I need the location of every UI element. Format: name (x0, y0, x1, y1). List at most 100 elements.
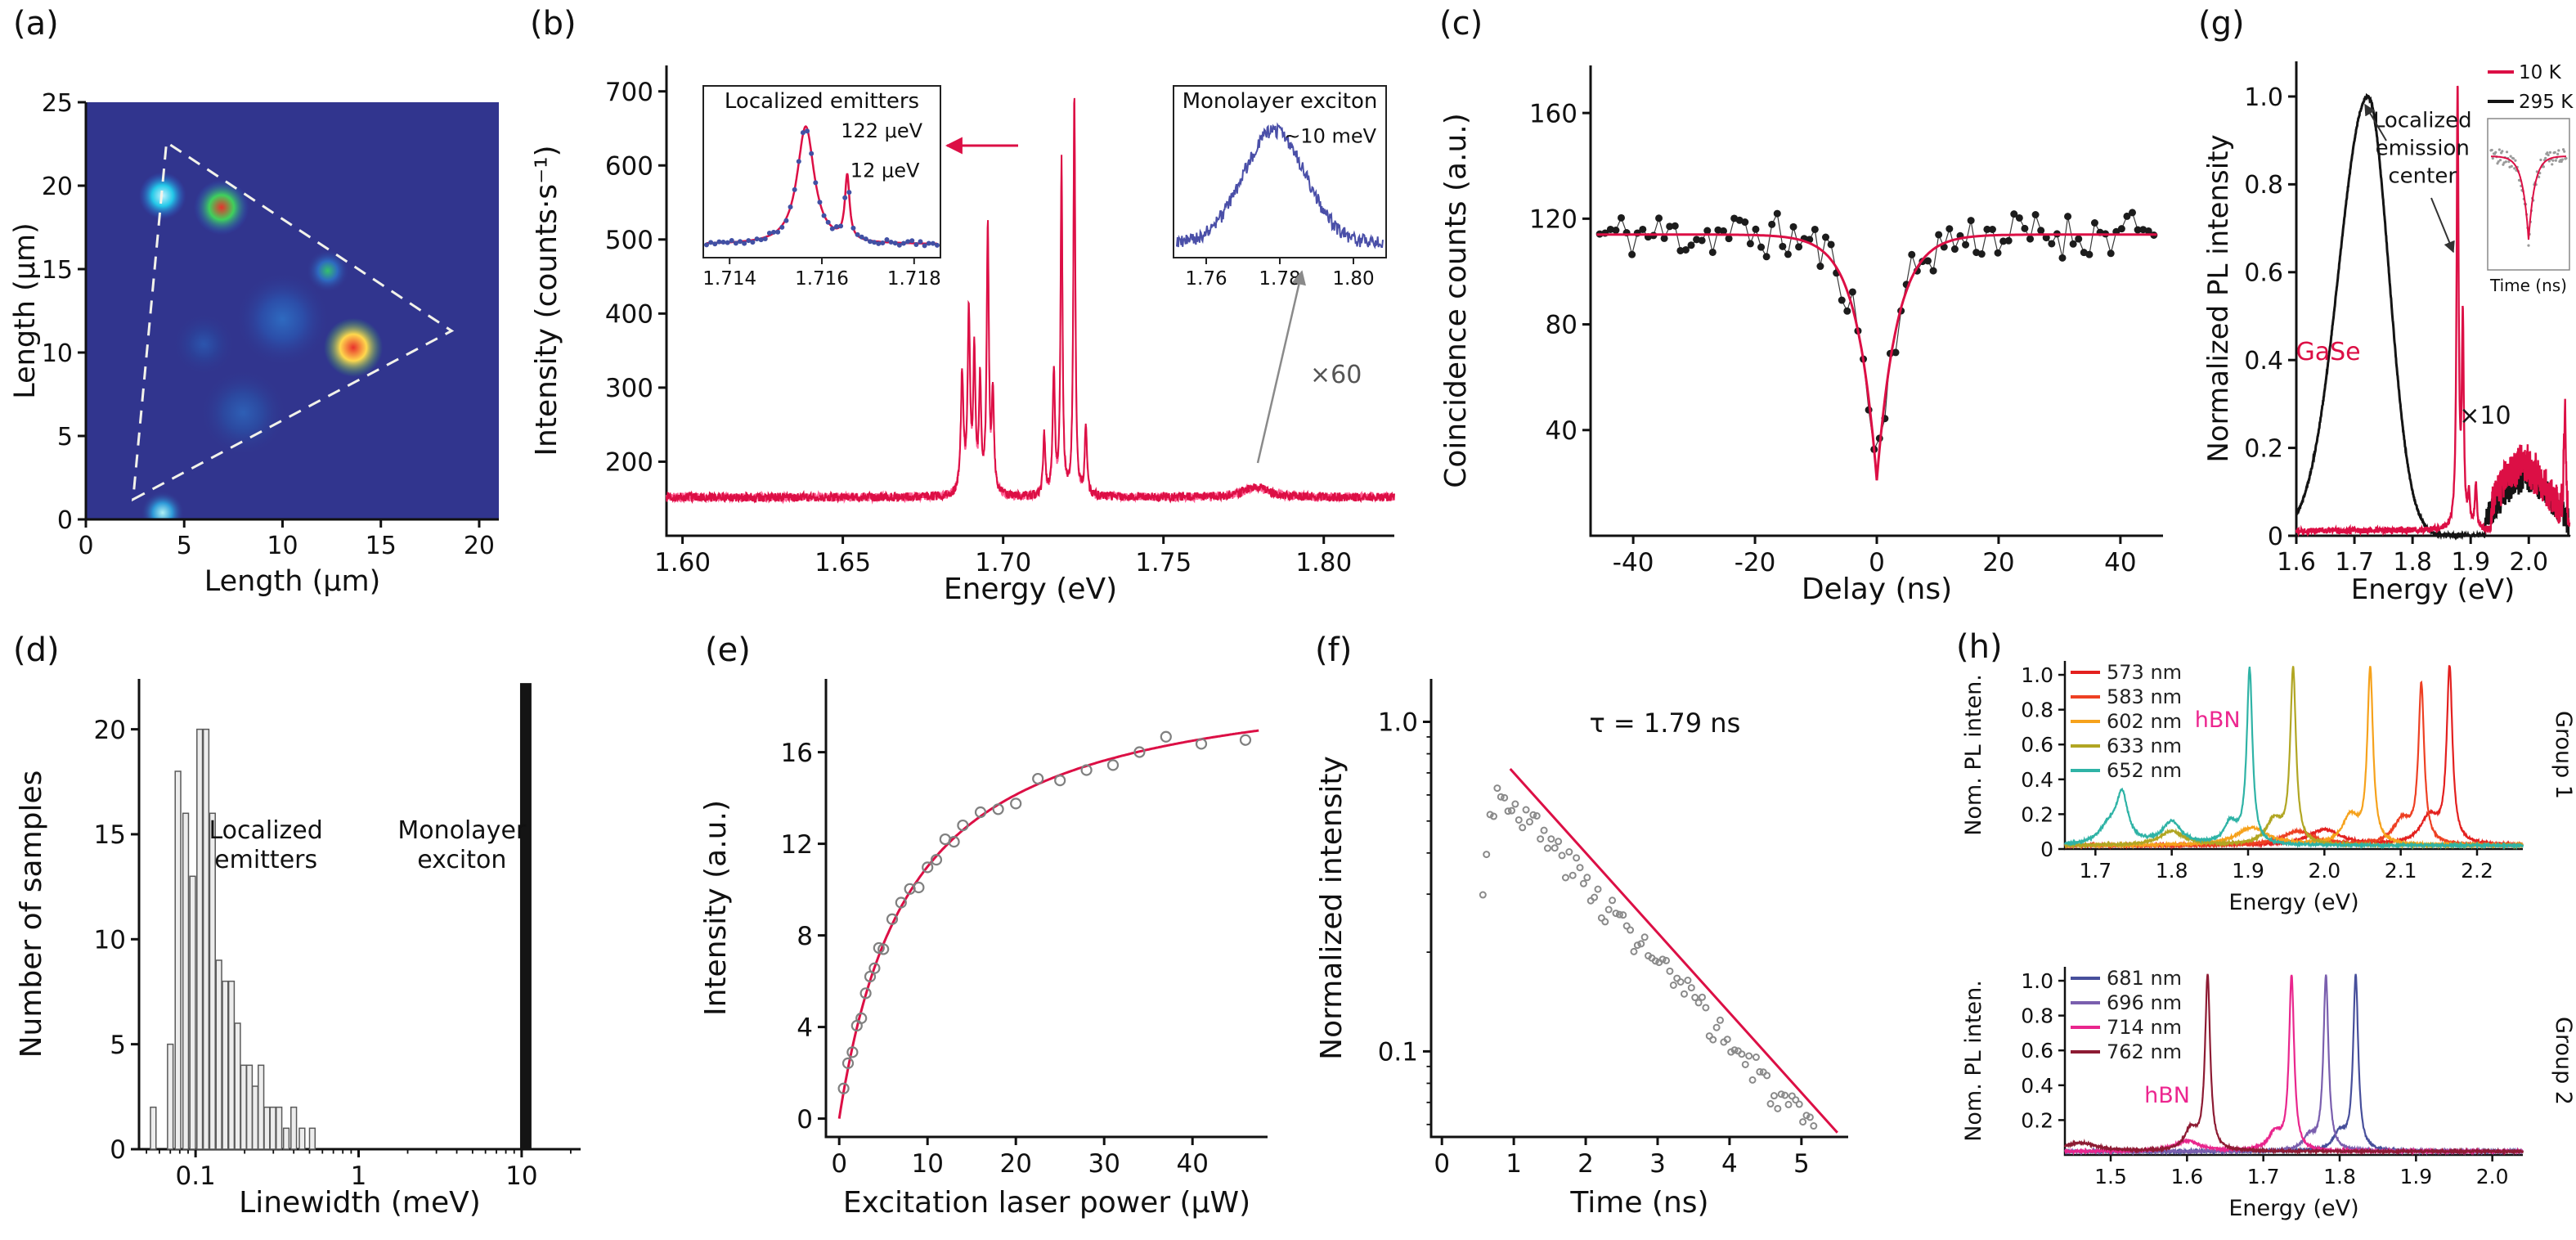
coincidence-datapoint (1639, 225, 1647, 233)
decay-datapoint (1597, 914, 1605, 922)
y-tick-label: 0.6 (2021, 1039, 2053, 1063)
g2-inset-fit (2491, 155, 2566, 240)
saturation-datapoint (895, 896, 907, 909)
decay-datapoint (1651, 957, 1659, 965)
histogram-bar (258, 1064, 265, 1150)
y-tick-label: 0.8 (2244, 171, 2283, 200)
pl-series-652nm (2063, 666, 2524, 851)
coincidence-datapoint (2037, 227, 2045, 235)
coincidence-datapoint (1746, 240, 1754, 248)
y-tick-label: 5 (110, 1031, 126, 1060)
coincidence-datapoint (2129, 209, 2137, 217)
saturation-axes (818, 679, 1268, 1145)
y-tick-label: 0 (57, 506, 73, 535)
coincidence-datapoint (1811, 225, 1819, 233)
y-tick-label: 1.0 (2244, 83, 2283, 112)
coincidence-datapoint (1929, 267, 1937, 275)
x-tick-label: 1.8 (2393, 548, 2432, 577)
decay-datapoint (1537, 835, 1545, 843)
x-tick-label: 2.0 (2509, 548, 2548, 577)
histogram-bar (202, 728, 210, 1150)
coincidence-datapoint (1988, 226, 1996, 234)
decay-datapoint (1511, 800, 1519, 808)
decay-datapoint (1558, 851, 1566, 860)
coincidence-datapoint (1660, 234, 1668, 242)
emitter-hotspot (172, 312, 236, 376)
emitter-hotspot (194, 179, 249, 236)
coincidence-datapoint (2048, 240, 2056, 248)
y-tick-label: 0.6 (2021, 733, 2053, 757)
panel-label-e: (e) (705, 631, 751, 669)
panel-label-g: (g) (2198, 5, 2245, 43)
inset-localized-datapoint (900, 240, 906, 246)
inset-tick-label: 1.718 (887, 268, 941, 290)
coincidence-datapoint (1708, 248, 1717, 256)
saturation-datapoint (837, 1082, 850, 1094)
coincidence-datapoint (1655, 214, 1663, 222)
histogram-bar (290, 1106, 298, 1150)
x-tick-label: 3 (1649, 1149, 1666, 1179)
g2-inset-datapoint (2538, 175, 2541, 179)
gase-annotation: GaSe (2296, 338, 2361, 366)
saturation-datapoint (948, 836, 960, 848)
x-tick-label: 40 (2104, 548, 2136, 577)
panel-g-gase-pl-chart: 1.6 1.7 1.8 1.9 2.0 0 0.2 0.4 0.6 0.8 1.0 Energy (e… (2202, 61, 2574, 606)
histogram-bar (282, 1127, 290, 1150)
x-tick-label: 1.9 (2451, 548, 2490, 577)
decay-datapoint (1795, 1100, 1803, 1108)
saturation-datapoint (1106, 759, 1120, 771)
linewidth-label: ~10 meV (1284, 124, 1376, 147)
coincidence-datapoint (2144, 227, 2152, 235)
coincidence-datapoint (1821, 233, 1829, 241)
y-tick-label: 0 (2040, 838, 2053, 861)
gase-ylabel: Normalized PL intensity (2202, 134, 2235, 462)
coincidence-datapoint (1617, 213, 1625, 222)
coincidence-datapoint (1757, 243, 1766, 251)
decay-datapoint (1594, 885, 1602, 893)
inset-localized-datapoint (805, 128, 810, 134)
decay-datapoint (1640, 933, 1649, 941)
map-xlabel: Length (μm) (204, 565, 381, 598)
emitter-hotspot (235, 272, 330, 366)
x-tick-label: 5 (177, 532, 192, 560)
panel-c-antibunching-chart: -40 -20 0 20 40 40 80 120 160 Delay (ns) Coinciden… (1439, 65, 2163, 606)
decay-datapoint (1745, 1052, 1753, 1060)
histogram-bar (182, 812, 190, 1150)
hbn-label: hBN (2195, 708, 2241, 733)
y-tick-label: 8 (797, 922, 813, 951)
saturation-datapoint (1195, 738, 1208, 750)
panel-e-saturation-chart: 0 10 20 30 40 0 4 8 12 16 Excitation laser power (… (699, 679, 1268, 1220)
inset-localized-datapoint (876, 240, 882, 246)
y-tick-label: 0.2 (2244, 434, 2283, 463)
g2-inset-frame (2487, 118, 2570, 271)
g2-inset-datapoint (2494, 151, 2497, 154)
inset-localized-datapoint (742, 240, 747, 246)
decay-datapoint (1561, 874, 1569, 882)
x-tick-label: 20 (999, 1149, 1031, 1179)
inset-tick-label: 1.78 (1259, 268, 1300, 290)
inset-localized-datapoint (892, 240, 898, 246)
inset-localized-datapoint (909, 238, 915, 244)
inset-localized-frame (702, 85, 941, 258)
localized-emission-center-label: center (2388, 164, 2457, 189)
saturation-datapoint (846, 1046, 859, 1058)
histogram-annotation: Monolayer (397, 816, 527, 845)
g2-inset-datapoint (2527, 244, 2530, 247)
legend-label: 10 K (2519, 62, 2562, 83)
confocal-map (86, 102, 499, 519)
saturation-datapoint (1133, 746, 1146, 758)
g2-inset-datapoint (2512, 157, 2515, 160)
coincidence-datapoint (2123, 212, 2131, 220)
inset-localized-datapoint (850, 225, 856, 231)
y-tick-label: 0.6 (2244, 259, 2283, 288)
decay-datapoint (1694, 999, 1703, 1007)
inset-localized-datapoint (704, 242, 709, 248)
saturation-ylabel: Intensity (a.u.) (699, 800, 733, 1016)
emitter-hotspot (200, 369, 287, 456)
g2-inset-datapoint (2497, 148, 2501, 151)
legend-label: 652 nm (2107, 759, 2182, 782)
lifetime-annotation: τ = 1.79 ns (1589, 708, 1740, 739)
y-tick-label: 20 (42, 173, 73, 201)
y-tick-label: 10 (94, 925, 126, 955)
inset-localized-datapoint (716, 239, 722, 245)
